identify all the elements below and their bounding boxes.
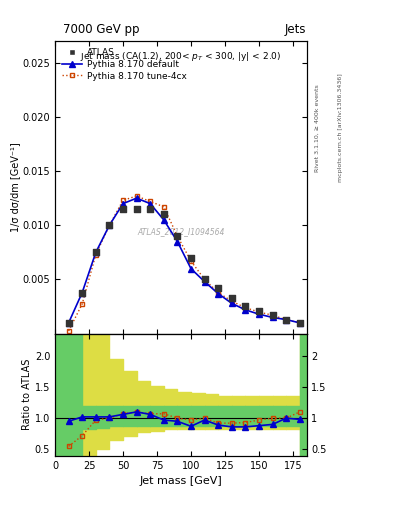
Legend: ATLAS, Pythia 8.170 default, Pythia 8.170 tune-4cx: ATLAS, Pythia 8.170 default, Pythia 8.17…: [59, 46, 189, 83]
Text: ATLAS_2012_I1094564: ATLAS_2012_I1094564: [137, 227, 224, 236]
Text: Jet mass (CA(1.2), 200< $p_T$ < 300, |y| < 2.0): Jet mass (CA(1.2), 200< $p_T$ < 300, |y|…: [80, 50, 281, 63]
Point: [283, 315, 289, 324]
Point: [106, 221, 112, 229]
Point: [66, 319, 72, 327]
Point: [229, 294, 235, 302]
Point: [297, 319, 303, 327]
Point: [202, 275, 208, 284]
Text: Rivet 3.1.10, ≥ 400k events: Rivet 3.1.10, ≥ 400k events: [314, 84, 320, 172]
Point: [79, 288, 85, 296]
Y-axis label: 1/σ dσ/dm [GeV⁻¹]: 1/σ dσ/dm [GeV⁻¹]: [10, 142, 20, 232]
Point: [161, 210, 167, 219]
Point: [188, 254, 194, 262]
Point: [120, 205, 126, 213]
Point: [93, 248, 99, 257]
X-axis label: Jet mass [GeV]: Jet mass [GeV]: [140, 476, 222, 486]
Point: [147, 205, 153, 213]
Point: [242, 302, 248, 310]
Text: mcplots.cern.ch [arXiv:1306.3436]: mcplots.cern.ch [arXiv:1306.3436]: [338, 74, 343, 182]
Point: [270, 311, 276, 319]
Point: [215, 284, 221, 292]
Text: Jets: Jets: [285, 23, 307, 36]
Point: [174, 232, 180, 240]
Y-axis label: Ratio to ATLAS: Ratio to ATLAS: [22, 359, 32, 431]
Point: [134, 205, 140, 213]
Text: 7000 GeV pp: 7000 GeV pp: [63, 23, 140, 36]
Point: [256, 307, 262, 315]
